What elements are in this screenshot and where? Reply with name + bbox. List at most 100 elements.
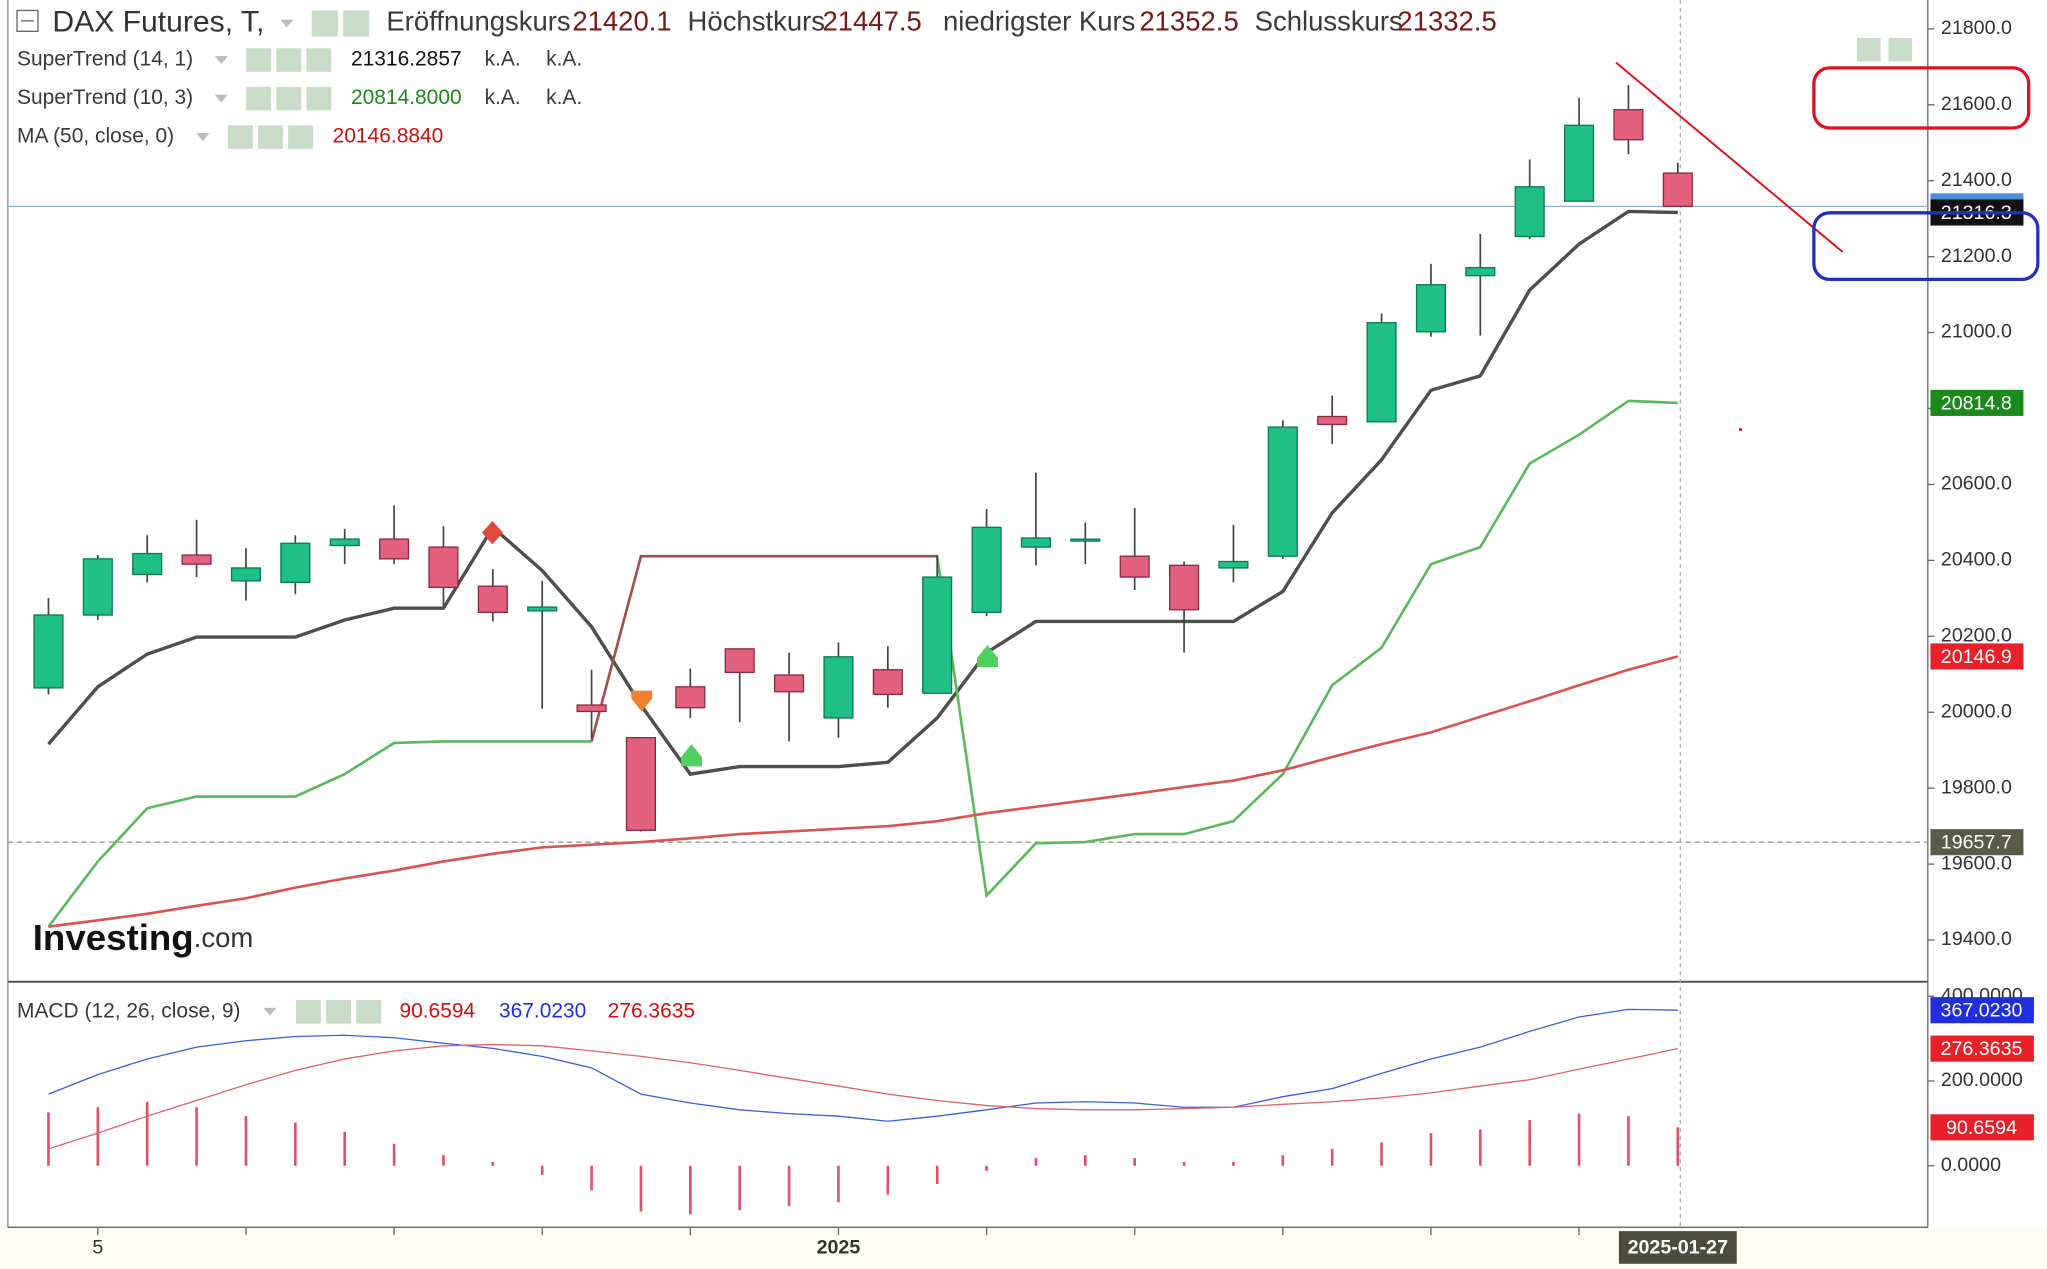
price-panel: [7, 85, 1928, 929]
macd-panel: 0.0000200.0000400.0000367.0230276.363590…: [47, 984, 2034, 1215]
sell-signal: [481, 520, 503, 545]
scroll-up[interactable]: [1888, 37, 1913, 62]
candle-body: [1563, 124, 1595, 202]
price-tag: [1930, 389, 2024, 416]
candle-body: [1020, 537, 1052, 548]
indicator-value: 367.0230: [499, 999, 586, 1022]
y-tick-label: 0.0000: [1941, 1154, 2001, 1176]
header-legend: DAX Futures, T, Eröffnungskurs 21420.1 H…: [16, 5, 1497, 38]
candle-body: [379, 538, 410, 560]
candle-body: [329, 538, 360, 547]
price-tag-label: 20814.8: [1941, 392, 2012, 414]
y-tick-label: 20000.0: [1941, 700, 2012, 722]
indicator-extra: k.A.: [546, 86, 582, 109]
instrument-title: DAX Futures, T,: [52, 5, 264, 38]
indicator-icon: [227, 125, 253, 149]
candle-body: [1613, 109, 1644, 141]
candle-body: [922, 576, 953, 694]
candle-body: [1415, 284, 1446, 333]
y-tick-label: 200.0000: [1941, 1069, 2023, 1091]
buy-arrow: [977, 644, 998, 668]
indicator-value: 20814.8000: [351, 86, 462, 109]
x-label-box: [1618, 1231, 1737, 1264]
indicator-extra: k.A.: [485, 86, 521, 109]
candle-body: [774, 674, 805, 693]
candle-body: [1267, 426, 1298, 557]
candle-body: [1366, 322, 1397, 423]
candle-body: [1662, 172, 1693, 207]
indicator-value: 276.3635: [608, 999, 695, 1022]
y-tick-label: 21600.0: [1941, 93, 2012, 115]
signal-markers: [481, 520, 998, 767]
indicator-name: MACD (12, 26, close, 9): [17, 999, 240, 1022]
candle-body: [82, 558, 113, 616]
y-tick-label: 21000.0: [1941, 321, 2012, 343]
price-tag: [1930, 997, 2034, 1024]
candle-body: [872, 669, 903, 696]
field-label: Höchstkurs: [688, 6, 825, 37]
price-tag-label: 276.3635: [1941, 1038, 2023, 1060]
indicator-icon: [326, 1000, 351, 1024]
collapse-box[interactable]: [16, 9, 39, 32]
candle-body: [1169, 564, 1200, 611]
candle-body: [1218, 560, 1249, 569]
y-tick-label: 21400.0: [1941, 169, 2012, 191]
candle-body: [971, 526, 1002, 614]
dropdown: [263, 1007, 277, 1016]
indicator-value: 90.6594: [399, 999, 475, 1022]
price-tag-label: 367.0230: [1941, 1000, 2023, 1022]
signal-line: [48, 1043, 1678, 1150]
dropdown: [214, 94, 228, 103]
y-tick-label: 20600.0: [1941, 473, 2012, 495]
nav-buttons: [1857, 37, 1913, 62]
axes: 19400.0 19600.0 19800.0 20000.0 20200.0 20400…: [92, 17, 2024, 1264]
dropdown: [196, 133, 210, 141]
candle-body: [576, 704, 607, 713]
candle-body: [625, 737, 657, 831]
candle-body: [1119, 555, 1150, 578]
highlight-box: [1812, 211, 2040, 282]
highlight-box: [1812, 66, 2031, 130]
annotations: [1615, 61, 2040, 432]
candle-body: [675, 686, 706, 709]
indicator-icon: [246, 86, 272, 111]
y-tick-label: 20400.0: [1941, 549, 2012, 571]
watermark-brand: Investing: [33, 917, 194, 958]
indicator-icon: [356, 1000, 382, 1024]
x-tick-label: 2025-01-27: [1628, 1236, 1729, 1258]
candle-body: [724, 648, 755, 674]
candle-body: [1465, 267, 1496, 277]
indicator-icon: [288, 125, 314, 149]
indicator-line: [590, 554, 938, 742]
y-tick-label: 20200.0: [1941, 625, 2012, 647]
x-tick-label: 2025: [817, 1236, 861, 1258]
field-value: 21447.5: [822, 6, 921, 37]
field-label: Schlusskurs: [1255, 6, 1403, 37]
field-value: 21420.1: [572, 6, 671, 37]
candle-body: [1317, 415, 1348, 426]
dropdown[interactable]: [280, 19, 294, 28]
watermark: Investing.com: [33, 917, 254, 958]
y-tick-label: 19800.0: [1941, 776, 2012, 798]
candle-body: [477, 585, 508, 614]
candle-body: [280, 542, 311, 584]
candle-body: [230, 567, 262, 582]
price-tag-label: 90.6594: [1946, 1117, 2017, 1139]
price-tag: [1930, 643, 2024, 670]
price-tag: [1930, 1035, 2034, 1062]
candle-body: [428, 546, 459, 588]
y-tick-label: 21800.0: [1941, 17, 2012, 39]
indicator-extra: k.A.: [485, 48, 521, 71]
candle-body: [1070, 538, 1101, 542]
scroll-down[interactable]: [1857, 37, 1881, 62]
indicator-extra: k.A.: [546, 48, 582, 71]
dot: [1738, 427, 1743, 432]
indicator-line: [47, 740, 592, 928]
icon-eye[interactable]: [311, 10, 338, 37]
icon-settings[interactable]: [343, 10, 370, 37]
candle-body: [823, 656, 854, 719]
y-tick-label: 19600.0: [1941, 852, 2012, 874]
trend-line: [1615, 61, 1844, 253]
indicator-icon: [306, 48, 332, 72]
